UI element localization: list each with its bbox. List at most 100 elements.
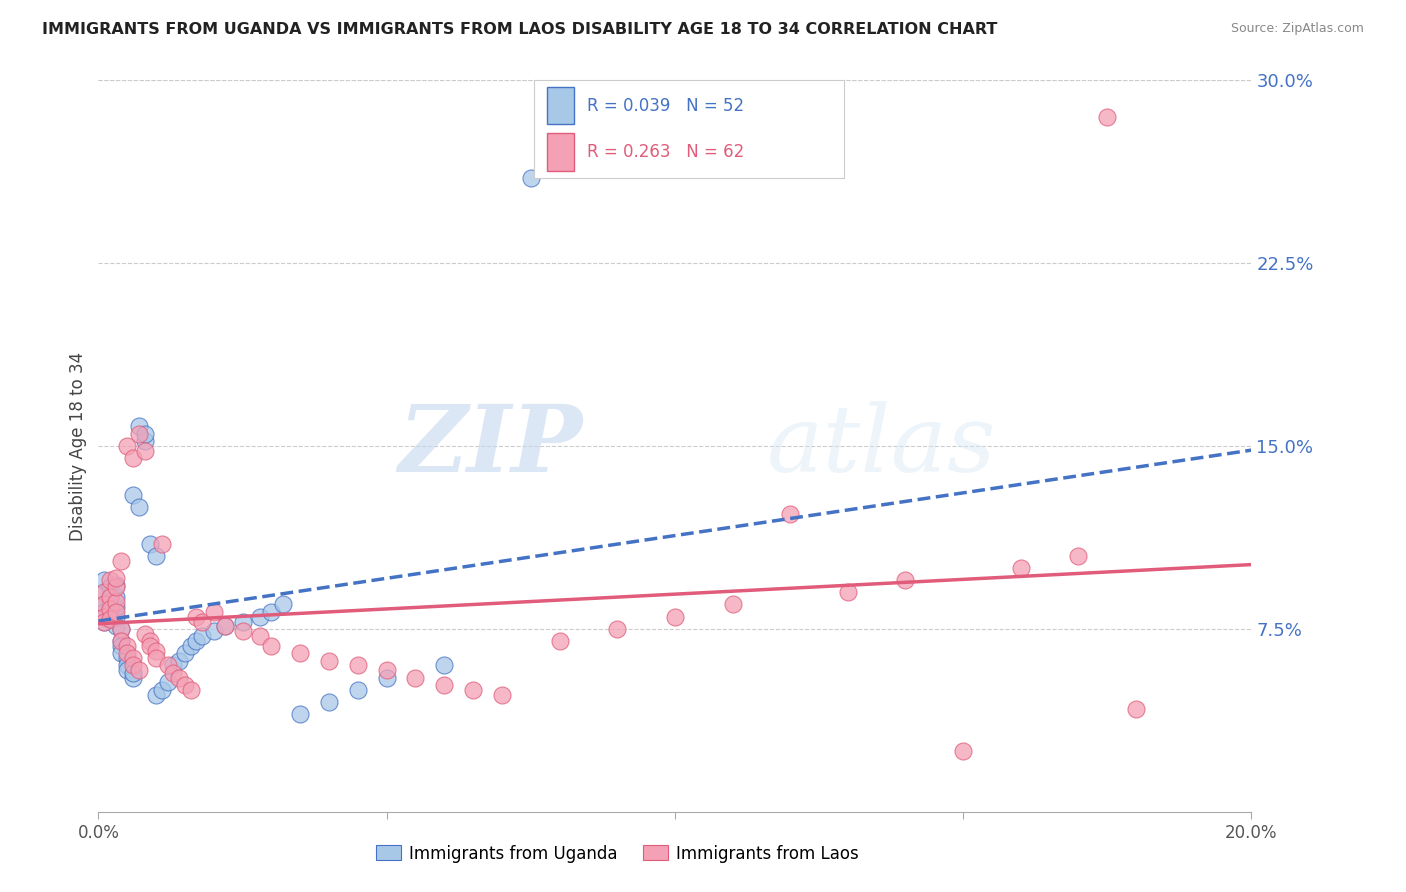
Point (290, 646, 312, 660)
Point (110, 622, 132, 636)
Text: atlas: atlas (768, 401, 997, 491)
Point (174, 646, 197, 660)
Point (93, 598, 115, 612)
Point (104, 590, 127, 604)
Point (104, 619, 127, 633)
Point (548, 634, 571, 648)
Point (1097, 110, 1119, 124)
Point (249, 609, 271, 624)
Point (162, 665, 184, 680)
Point (117, 439, 139, 453)
Point (721, 598, 744, 612)
Point (134, 626, 156, 640)
Y-axis label: Disability Age 18 to 34: Disability Age 18 to 34 (69, 351, 87, 541)
Point (128, 663, 150, 677)
Point (104, 578, 127, 592)
Point (174, 678, 197, 692)
Text: Source: ZipAtlas.com: Source: ZipAtlas.com (1230, 22, 1364, 36)
Point (117, 658, 139, 673)
Point (249, 629, 271, 643)
Legend: Immigrants from Uganda, Immigrants from Laos: Immigrants from Uganda, Immigrants from … (370, 838, 865, 869)
Point (110, 634, 132, 648)
Point (167, 654, 190, 668)
Point (271, 598, 294, 612)
Point (122, 651, 145, 665)
Text: R = 0.263   N = 62: R = 0.263 N = 62 (586, 143, 744, 161)
Point (150, 536, 173, 550)
Point (491, 688, 513, 702)
Point (98, 595, 121, 609)
Point (139, 634, 162, 648)
Point (104, 605, 127, 619)
Point (346, 658, 368, 673)
Point (186, 609, 208, 624)
Point (110, 553, 132, 567)
Point (202, 624, 225, 639)
Point (520, 170, 543, 185)
Point (104, 581, 127, 595)
Point (894, 573, 917, 587)
Point (93, 605, 115, 619)
Point (104, 595, 127, 609)
Point (191, 615, 214, 629)
Point (260, 605, 283, 619)
Point (117, 663, 139, 677)
Point (128, 426, 150, 441)
Point (952, 744, 974, 758)
Point (290, 707, 312, 722)
Point (779, 508, 801, 522)
Point (134, 434, 156, 449)
FancyBboxPatch shape (547, 87, 575, 124)
Point (1010, 561, 1032, 575)
Point (98, 612, 121, 626)
Point (156, 658, 179, 673)
Point (231, 615, 254, 629)
Point (98, 573, 121, 587)
Point (150, 682, 173, 697)
Point (375, 663, 398, 677)
Point (1125, 702, 1147, 716)
Point (98, 602, 121, 616)
Point (318, 695, 340, 709)
Point (122, 671, 145, 685)
Point (139, 639, 162, 653)
Point (214, 619, 236, 633)
Text: IMMIGRANTS FROM UGANDA VS IMMIGRANTS FROM LAOS DISABILITY AGE 18 TO 34 CORRELATI: IMMIGRANTS FROM UGANDA VS IMMIGRANTS FRO… (42, 22, 997, 37)
Point (156, 675, 179, 690)
Point (117, 639, 139, 653)
Point (606, 622, 628, 636)
Point (318, 654, 340, 668)
Point (375, 671, 398, 685)
Point (98, 590, 121, 604)
Point (98, 581, 121, 595)
Point (104, 609, 127, 624)
Point (664, 609, 686, 624)
Point (110, 646, 132, 660)
Point (117, 651, 139, 665)
Point (117, 646, 139, 660)
Point (145, 549, 167, 563)
Point (139, 536, 162, 550)
Point (128, 500, 150, 514)
Point (128, 419, 150, 434)
Point (110, 634, 132, 648)
Point (122, 451, 145, 466)
Point (214, 619, 236, 633)
Point (93, 585, 115, 599)
Point (180, 639, 202, 653)
Point (134, 426, 156, 441)
Point (145, 644, 167, 658)
Point (433, 678, 456, 692)
Point (93, 615, 115, 629)
Point (134, 443, 156, 458)
Point (93, 573, 115, 587)
Point (93, 598, 115, 612)
Point (1067, 549, 1090, 563)
Point (145, 651, 167, 665)
Text: ZIP: ZIP (398, 401, 582, 491)
Point (93, 609, 115, 624)
Point (167, 671, 190, 685)
Text: R = 0.039   N = 52: R = 0.039 N = 52 (586, 97, 744, 115)
FancyBboxPatch shape (547, 133, 575, 170)
Point (405, 671, 427, 685)
